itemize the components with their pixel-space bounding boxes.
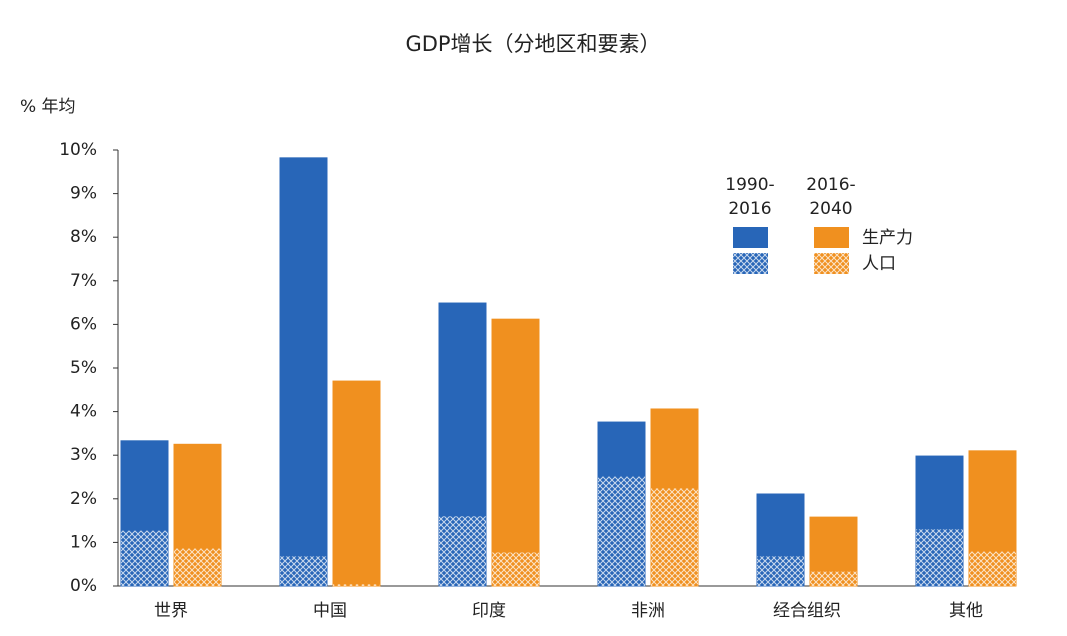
hatch-overlay bbox=[969, 551, 1016, 586]
hatch-overlay bbox=[651, 487, 698, 586]
hatch-overlay bbox=[174, 548, 221, 586]
bar-segment bbox=[756, 493, 805, 557]
hatch-overlay bbox=[280, 555, 327, 586]
x-tick-label: 印度 bbox=[472, 601, 506, 621]
legend-hatch bbox=[814, 253, 849, 274]
hatch-overlay bbox=[810, 571, 857, 586]
legend-header: 2040 bbox=[809, 199, 852, 219]
bar-segment bbox=[438, 302, 487, 517]
bar-segment bbox=[809, 516, 858, 572]
y-axis-label: % 年均 bbox=[20, 97, 76, 117]
hatch-overlay bbox=[916, 528, 963, 586]
y-tick-label: 1% bbox=[70, 532, 97, 552]
y-tick-label: 3% bbox=[70, 445, 97, 465]
bar-segment bbox=[332, 380, 381, 585]
hatch-overlay bbox=[492, 551, 539, 586]
legend-swatch bbox=[814, 227, 849, 248]
x-tick-label: 其他 bbox=[949, 601, 983, 621]
y-tick-label: 6% bbox=[70, 314, 97, 334]
hatch-overlay bbox=[598, 476, 645, 586]
bar-segment bbox=[597, 421, 646, 477]
legend-hatch bbox=[733, 253, 768, 274]
x-tick-label: 经合组织 bbox=[773, 601, 841, 621]
y-tick-label: 10% bbox=[59, 140, 97, 160]
hatch-overlay bbox=[333, 583, 380, 586]
bar-segment bbox=[491, 318, 540, 553]
x-tick-label: 世界 bbox=[154, 601, 188, 621]
hatch-overlay bbox=[121, 530, 168, 586]
y-tick-label: 9% bbox=[70, 184, 97, 204]
legend-label: 生产力 bbox=[862, 228, 913, 248]
hatch-overlay bbox=[439, 515, 486, 586]
x-tick-label: 非洲 bbox=[631, 601, 665, 621]
legend-header: 2016- bbox=[806, 175, 855, 195]
legend-header: 2016 bbox=[728, 199, 771, 219]
legend-header: 1990- bbox=[725, 175, 774, 195]
bar-segment bbox=[279, 157, 328, 557]
y-tick-label: 7% bbox=[70, 271, 97, 291]
chart-title: GDP增长（分地区和要素） bbox=[405, 32, 660, 56]
bar-segment bbox=[173, 443, 222, 549]
y-tick-label: 0% bbox=[70, 576, 97, 596]
y-tick-label: 4% bbox=[70, 402, 97, 422]
y-tick-label: 5% bbox=[70, 358, 97, 378]
y-tick-label: 8% bbox=[70, 227, 97, 247]
bar-segment bbox=[968, 450, 1017, 552]
bar-segment bbox=[915, 455, 964, 530]
hatch-overlay bbox=[757, 555, 804, 586]
x-tick-label: 中国 bbox=[313, 601, 347, 621]
y-tick-label: 2% bbox=[70, 489, 97, 509]
bar-segment bbox=[120, 440, 169, 531]
bar-segment bbox=[650, 408, 699, 489]
legend-swatch bbox=[733, 227, 768, 248]
legend-label: 人口 bbox=[862, 254, 896, 274]
